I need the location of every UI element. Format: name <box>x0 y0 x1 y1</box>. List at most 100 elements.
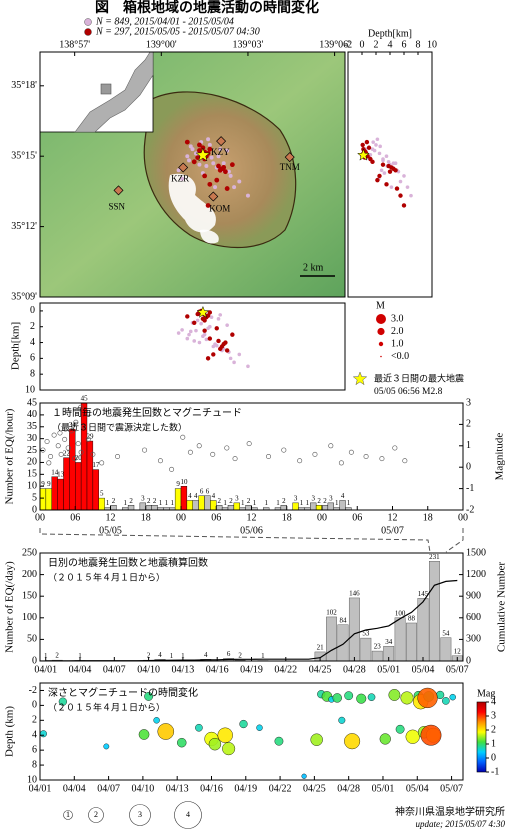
hypocenter <box>192 339 197 343</box>
epicenter <box>228 173 233 178</box>
magnitude-point <box>169 466 175 472</box>
event-point <box>195 723 203 732</box>
institute: 神奈川県温泉地学研究所 <box>395 805 505 818</box>
bar <box>51 476 58 511</box>
epicenter <box>176 168 181 173</box>
date-label: 05/07 <box>381 525 404 536</box>
size-legend-label: 2 <box>94 810 98 819</box>
legend-marker <box>84 18 92 26</box>
x-tick-label: 00 <box>317 512 327 523</box>
x-tick-label: 04/04 <box>63 783 86 794</box>
y-tick-label: 35°09' <box>11 291 37 302</box>
hypocenter <box>405 185 410 189</box>
event-point <box>417 687 438 709</box>
hypocenter <box>216 338 221 344</box>
x-tick-label: 04/04 <box>69 664 92 675</box>
bar <box>326 616 337 662</box>
hypocenter <box>197 340 202 345</box>
event-point <box>344 733 361 750</box>
x-tick-label: 12 <box>106 512 116 523</box>
magnitude-point <box>51 432 57 438</box>
y-tick-label: 10 <box>27 774 37 785</box>
y-tick-label: 250 <box>22 547 37 558</box>
hypocenter <box>364 139 370 145</box>
bar <box>75 462 82 511</box>
bar-label: 4 <box>188 492 192 500</box>
bar-label: 1 <box>159 499 163 507</box>
x-tick-label: 06 <box>211 512 221 523</box>
hypocenter <box>195 318 200 323</box>
bar <box>139 502 146 511</box>
bar <box>337 624 349 662</box>
bar-label: 1 <box>347 499 351 507</box>
colorbar-tick-label: 3 <box>491 710 496 721</box>
hypocenter <box>204 337 209 342</box>
x-tick-label: 10 <box>427 39 437 50</box>
bar <box>127 505 135 511</box>
x-tick-label: 12 <box>247 512 257 523</box>
axis-label: Depth[km] <box>368 28 412 39</box>
magnitude-point <box>142 447 148 453</box>
y-tick-label: 25 <box>27 445 37 456</box>
epicenter <box>205 203 211 208</box>
bar-label: 1 <box>170 652 174 660</box>
magnitude-point <box>392 445 398 451</box>
event-point <box>338 716 346 724</box>
bar <box>280 505 287 511</box>
hypocenter <box>401 203 407 208</box>
epicenter <box>207 142 212 147</box>
legend-marker <box>376 314 386 324</box>
epicenter <box>207 146 213 152</box>
hypocenter <box>230 332 235 337</box>
hypocenter <box>209 315 214 320</box>
epicenter <box>195 155 201 161</box>
x-tick-label: 04/16 <box>206 664 229 675</box>
hypocenter <box>393 161 398 166</box>
bar <box>339 500 346 511</box>
x-tick-label: 0 <box>360 39 365 50</box>
bar-label: 1 <box>276 499 280 507</box>
y-tick-label: 15 <box>27 469 37 480</box>
bar-label: 3 <box>294 494 298 502</box>
magnitude-point <box>281 447 287 453</box>
y-tick-label: 1 <box>466 440 471 451</box>
magnitude-point <box>58 451 64 457</box>
bar-label: 6 <box>206 487 210 495</box>
y-tick-label: 20 <box>27 457 37 468</box>
figure-title: 図 箱根地域の地震活動の時間変化 <box>95 0 319 16</box>
axis-label: Depth (km) <box>4 706 16 757</box>
hypocenter <box>188 329 193 334</box>
y-tick-label: 300 <box>466 634 481 645</box>
hypocenter <box>228 356 233 361</box>
legend-label: N = 297, 2015/05/05 - 2015/05/07 04:30 <box>95 26 260 37</box>
event-point <box>208 737 222 751</box>
bar <box>292 502 299 511</box>
bar-label: 45 <box>81 395 89 403</box>
magnitude-point <box>68 428 74 434</box>
legend-label: N = 849, 2015/04/01 - 2015/05/04 <box>95 16 234 27</box>
magnitude-point <box>246 441 252 447</box>
bar <box>186 500 193 511</box>
x-tick-label: 8 <box>416 39 421 50</box>
bar-label: 14 <box>51 468 59 476</box>
epicenter <box>245 193 250 198</box>
magnitude-point <box>180 434 186 440</box>
hypocenter <box>386 160 391 164</box>
y-tick-label: 150 <box>22 590 37 601</box>
epicenter <box>217 167 223 173</box>
bar-label: 1 <box>165 499 169 507</box>
bar <box>440 637 452 662</box>
bar-label: 17 <box>92 461 100 469</box>
event-point <box>138 729 150 740</box>
colorbar-tick-label: 1 <box>491 738 496 749</box>
bar-label: 2 <box>229 497 233 505</box>
x-tick-label: 4 <box>388 39 393 50</box>
event-point <box>388 689 401 701</box>
panel-title: １時間毎の地震発生回数とマグニチュード <box>52 406 242 419</box>
x-tick-label: 04/19 <box>240 664 263 675</box>
x-tick-label: 00 <box>35 512 45 523</box>
station-label: KOM <box>209 204 230 214</box>
epicenter <box>209 155 214 160</box>
magnitude-point <box>312 451 318 457</box>
largest-event <box>196 305 210 318</box>
